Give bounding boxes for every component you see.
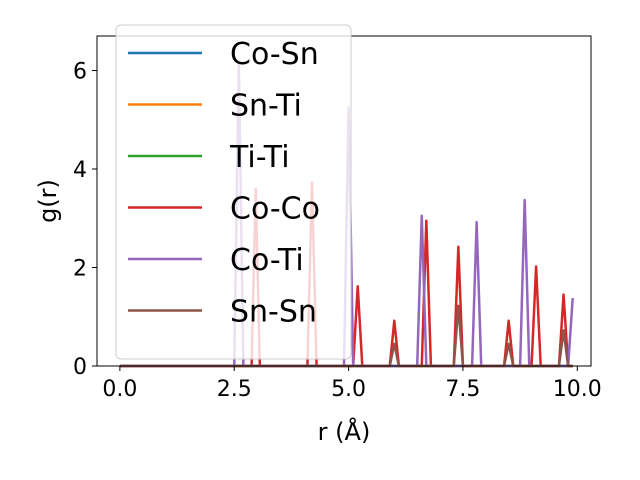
legend-label-sn-sn: Sn-Sn xyxy=(230,295,317,330)
y-axis-label: g(r) xyxy=(34,179,62,223)
legend-label-ti-ti: Ti-Ti xyxy=(229,140,290,175)
legend: Co-Sn Sn-Ti Ti-Ti Co-Co Co-Ti Sn-Sn xyxy=(115,24,352,360)
y-tick-label: 6 xyxy=(73,59,87,84)
x-tick-label: 7.5 xyxy=(445,377,480,402)
y-tick-label: 2 xyxy=(73,256,87,281)
y-tick-label: 4 xyxy=(73,158,87,183)
x-axis-label: r (Å) xyxy=(318,417,371,446)
legend-label-co-sn: Co-Sn xyxy=(230,37,319,72)
legend-label-sn-ti: Sn-Ti xyxy=(230,89,302,124)
legend-box xyxy=(115,24,352,360)
x-tick-label: 0.0 xyxy=(102,377,137,402)
x-tick-label: 10.0 xyxy=(553,377,602,402)
x-tick-label: 2.5 xyxy=(217,377,252,402)
y-axis-ticks: 0 2 4 6 xyxy=(73,59,97,380)
y-tick-label: 0 xyxy=(73,355,87,380)
x-axis-ticks: 0.0 2.5 5.0 7.5 10.0 xyxy=(102,366,602,402)
legend-label-co-co: Co-Co xyxy=(230,192,320,227)
x-tick-label: 5.0 xyxy=(331,377,366,402)
legend-label-co-ti: Co-Ti xyxy=(230,243,304,278)
